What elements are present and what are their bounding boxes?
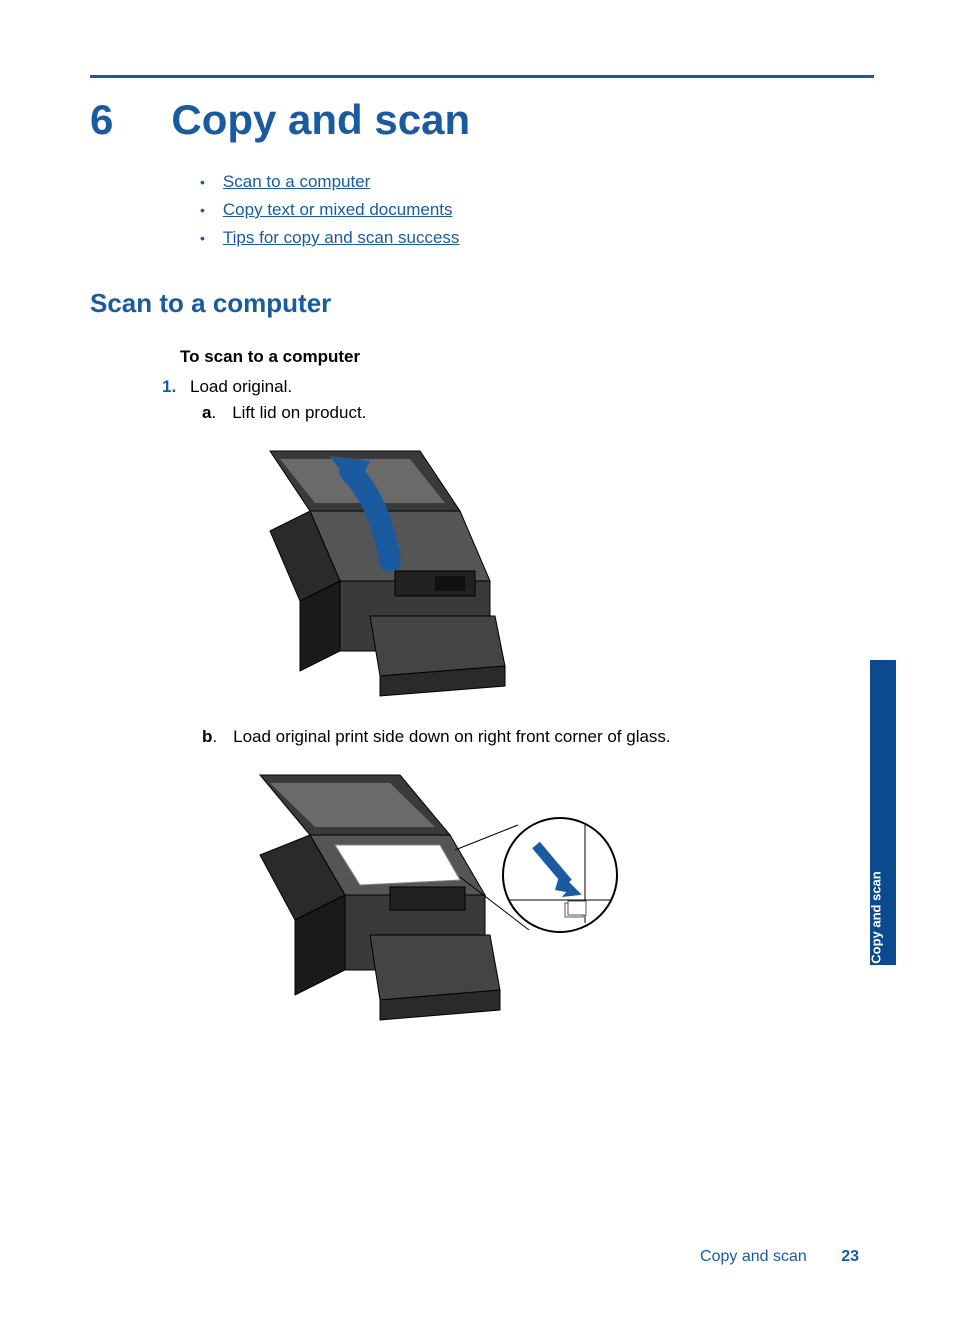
bullet-icon: •	[200, 174, 205, 190]
figure-load-original	[240, 765, 620, 1040]
substep-b: b. Load original print side down on righ…	[202, 727, 874, 747]
substep-text: Load original print side down on right f…	[233, 727, 671, 747]
substep-text: Lift lid on product.	[232, 403, 366, 423]
chapter-title: Copy and scan	[171, 96, 470, 144]
substep-letter: b	[202, 727, 212, 747]
substep-dot: .	[212, 727, 217, 747]
top-rule	[90, 75, 874, 78]
chapter-number: 6	[90, 96, 113, 144]
subsection-heading: To scan to a computer	[180, 347, 874, 367]
substep-letter: a	[202, 403, 211, 423]
toc-link-copy-text[interactable]: Copy text or mixed documents	[223, 200, 453, 220]
step-number: 1.	[162, 377, 190, 397]
toc-link-scan-to-computer[interactable]: Scan to a computer	[223, 172, 370, 192]
section-heading: Scan to a computer	[90, 288, 874, 319]
step-text: Load original.	[190, 377, 292, 397]
figure-lift-lid	[240, 441, 510, 701]
side-tab: Copy and scan	[870, 660, 896, 965]
step-1: 1. Load original.	[162, 377, 874, 397]
side-tab-label: Copy and scan	[868, 871, 883, 963]
footer-page-number: 23	[841, 1248, 859, 1265]
toc-item-0: • Scan to a computer	[200, 172, 874, 192]
toc-link-tips[interactable]: Tips for copy and scan success	[223, 228, 460, 248]
substep-dot: .	[211, 403, 216, 423]
bullet-icon: •	[200, 230, 205, 246]
page-footer: Copy and scan 23	[700, 1248, 859, 1266]
chapter-header: 6 Copy and scan	[90, 96, 874, 144]
footer-section: Copy and scan	[700, 1248, 807, 1265]
toc-item-2: • Tips for copy and scan success	[200, 228, 874, 248]
toc-item-1: • Copy text or mixed documents	[200, 200, 874, 220]
bullet-icon: •	[200, 202, 205, 218]
page-container: 6 Copy and scan • Scan to a computer • C…	[0, 0, 954, 1321]
substep-a: a. Lift lid on product.	[202, 403, 874, 423]
toc-list: • Scan to a computer • Copy text or mixe…	[200, 172, 874, 248]
